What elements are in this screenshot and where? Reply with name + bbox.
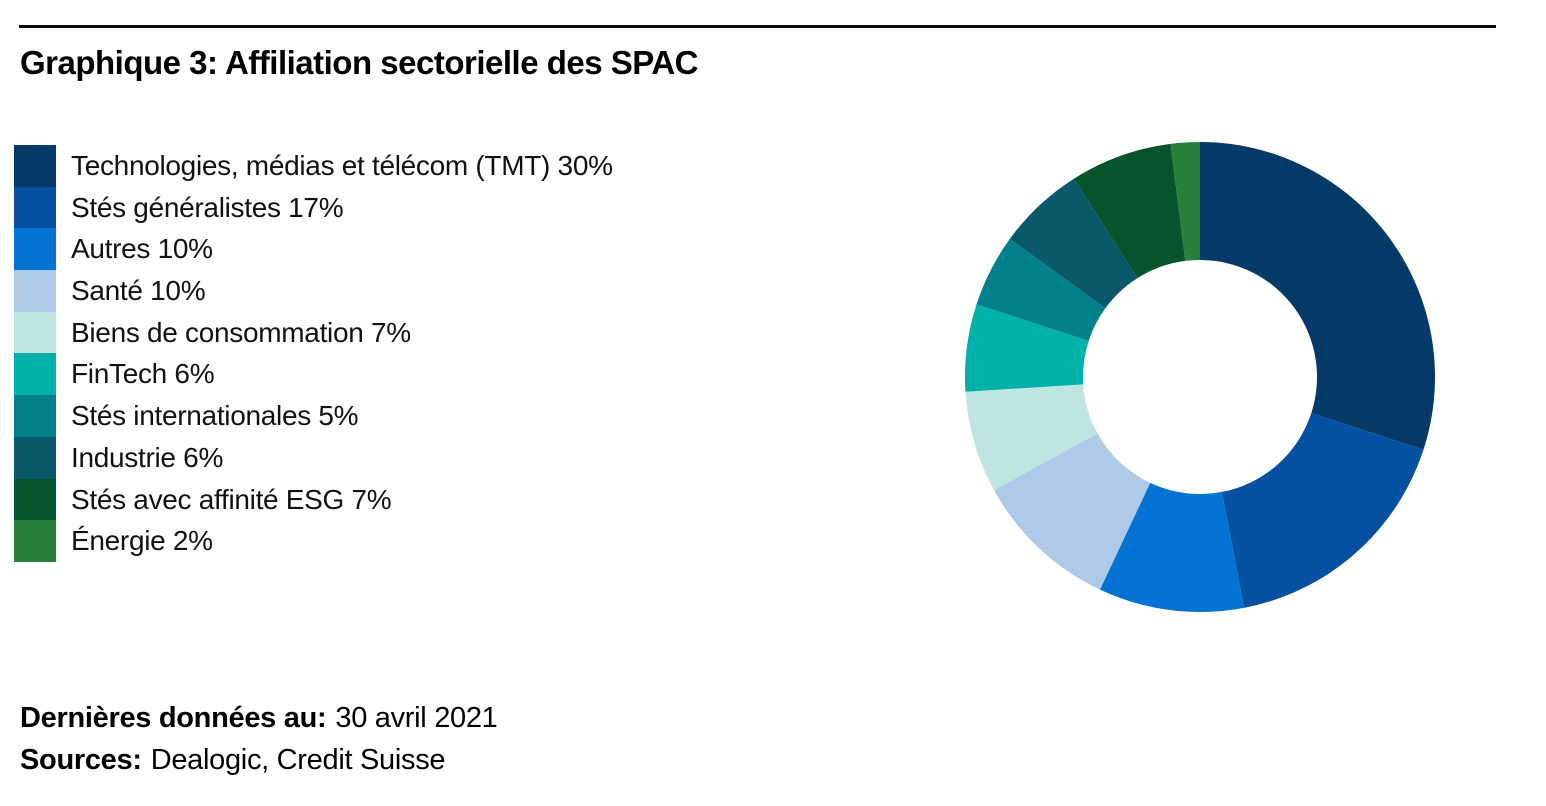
legend-item-3: Autres 10% — [14, 228, 613, 271]
donut-segment-2 — [1221, 413, 1424, 608]
donut-segment-5 — [965, 384, 1098, 491]
legend-item-5: Biens de consommation 7% — [14, 311, 613, 354]
sources-label: Sources: — [20, 744, 142, 776]
legend-label: Technologies, médias et télécom (TMT) 30… — [71, 150, 613, 181]
legend-label: Industrie 6% — [71, 441, 224, 473]
legend-item-4: Santé 10% — [14, 270, 613, 312]
legend-item-8: Industrie 6% — [14, 436, 613, 479]
legend-label: Énergie 2% — [71, 525, 213, 557]
donut-segment-8 — [1009, 178, 1138, 309]
donut-segment-3 — [1099, 482, 1245, 613]
legend-label: Autres 10% — [71, 233, 213, 265]
donut-chart — [964, 142, 1436, 613]
legend-label: Stés internationales 5% — [71, 400, 359, 432]
legend-item-1: Technologies, médias et télécom (TMT) 30… — [14, 145, 613, 187]
legend-swatch — [14, 186, 56, 229]
last-data-label: Dernières données au: — [20, 702, 327, 734]
legend-swatch — [14, 311, 56, 354]
donut-segment-9 — [1074, 143, 1186, 279]
donut-segment-10 — [1170, 142, 1200, 261]
last-data-value: 30 avril 2021 — [335, 702, 498, 734]
legend-item-7: Stés internationales 5% — [14, 395, 613, 437]
page-title: Graphique 3: Affiliation sectorielle des… — [20, 44, 698, 81]
donut-segment-4 — [994, 433, 1151, 590]
legend-swatch — [14, 478, 56, 521]
legend-label: Biens de consommation 7% — [71, 316, 411, 348]
legend-item-9: Stés avec affinité ESG 7% — [14, 478, 613, 521]
legend-item-10: Énergie 2% — [14, 520, 613, 562]
donut-segment-7 — [976, 238, 1106, 341]
legend-item-6: FinTech 6% — [14, 353, 613, 396]
legend: Technologies, médias et télécom (TMT) 30… — [14, 145, 613, 562]
legend-swatch — [14, 228, 56, 271]
donut-segment-1 — [1200, 142, 1436, 450]
donut-segment-6 — [964, 304, 1089, 392]
legend-label: Stés avec affinité ESG 7% — [71, 483, 392, 515]
legend-swatch — [14, 520, 56, 562]
legend-label: FinTech 6% — [71, 358, 215, 390]
legend-swatch — [14, 270, 56, 312]
legend-swatch — [14, 436, 56, 479]
legend-label: Santé 10% — [71, 275, 206, 307]
legend-item-2: Stés généralistes 17% — [14, 186, 613, 229]
donut-chart-container — [940, 117, 1460, 637]
legend-label: Stés généralistes 17% — [71, 191, 344, 223]
legend-swatch — [14, 395, 56, 437]
footer-last-data: Dernières données au: 30 avril 2021 — [20, 697, 498, 739]
footer: Dernières données au: 30 avril 2021 Sourc… — [20, 697, 498, 781]
legend-swatch — [14, 353, 56, 396]
footer-sources: Sources: Dealogic, Credit Suisse — [20, 739, 498, 781]
legend-swatch — [14, 145, 56, 187]
top-rule — [19, 25, 1496, 28]
sources-value: Dealogic, Credit Suisse — [150, 744, 446, 776]
